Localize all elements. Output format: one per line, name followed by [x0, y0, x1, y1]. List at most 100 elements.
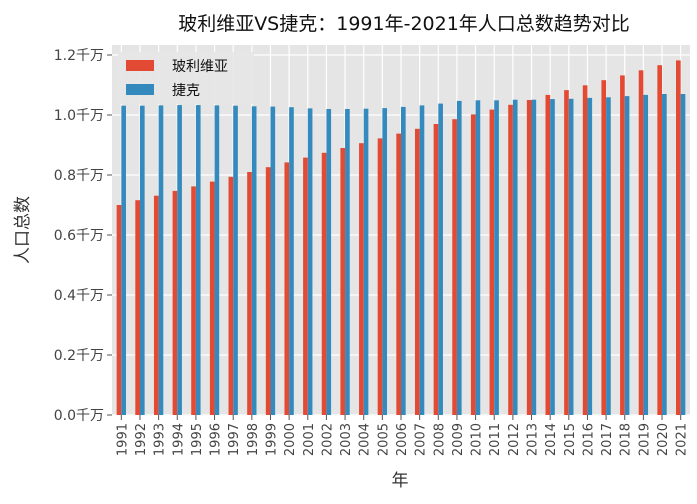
y-tick-label: 0.4千万: [54, 288, 104, 304]
bar-czech-2002: [326, 109, 332, 415]
x-tick-label: 1996: [209, 423, 224, 456]
bar-czech-1996: [214, 105, 220, 416]
bar-bolivia-2013: [526, 100, 532, 415]
bar-bolivia-2014: [545, 94, 551, 416]
bar-bolivia-1994: [172, 190, 178, 415]
bar-czech-1994: [177, 105, 182, 415]
bar-bolivia-2011: [489, 109, 495, 415]
bar-czech-2012: [512, 99, 518, 415]
x-tick-label: 2006: [395, 423, 410, 456]
x-tick-label: 2010: [470, 423, 485, 456]
y-tick-label: 0.2千万: [54, 348, 104, 364]
bar-bolivia-1998: [247, 172, 252, 415]
bar-bolivia-2012: [508, 104, 513, 416]
x-tick-label: 2012: [507, 423, 522, 456]
bar-czech-2009: [456, 100, 462, 416]
bar-bolivia-2010: [470, 114, 476, 416]
bar-bolivia-2003: [340, 148, 346, 415]
x-tick-label: 2020: [656, 423, 671, 456]
bar-bolivia-2018: [620, 75, 625, 416]
bar-bolivia-2019: [638, 70, 644, 416]
x-tick-label: 2007: [414, 423, 429, 456]
bar-bolivia-2004: [359, 143, 364, 415]
bar-bolivia-2007: [414, 128, 420, 416]
bar-bolivia-2015: [564, 90, 569, 415]
bar-czech-2007: [419, 105, 425, 416]
bar-bolivia-2006: [396, 133, 401, 415]
x-tick-label: 2021: [675, 423, 690, 456]
bar-bolivia-1999: [265, 167, 271, 415]
legend-swatch-czech: [126, 84, 154, 95]
chart-title: 玻利维亚VS捷克：1991年-2021年人口总数趋势对比: [178, 13, 630, 35]
bar-bolivia-1991: [116, 205, 122, 415]
bar-bolivia-2020: [657, 65, 663, 415]
x-tick-label: 2016: [581, 423, 596, 456]
y-tick-label: 0.6千万: [54, 228, 104, 244]
x-tick-label: 1991: [115, 423, 130, 456]
bar-bolivia-2000: [284, 162, 290, 415]
bar-czech-2006: [401, 106, 406, 416]
bar-czech-1999: [270, 106, 276, 415]
legend-label-bolivia: 玻利维亚: [172, 59, 228, 75]
bar-bolivia-1992: [135, 200, 140, 415]
x-axis-label: 年: [392, 471, 409, 491]
x-tick-label: 2017: [600, 423, 615, 456]
bar-czech-1991: [121, 105, 126, 415]
y-tick-label: 1.0千万: [54, 108, 104, 124]
x-tick-label: 2013: [526, 423, 541, 456]
bar-czech-1995: [195, 105, 201, 415]
bar-bolivia-2016: [582, 85, 588, 416]
legend-label-czech: 捷克: [172, 83, 200, 99]
y-tick-label: 1.2千万: [54, 48, 104, 64]
x-tick-label: 2002: [320, 423, 335, 456]
x-tick-label: 2005: [376, 423, 391, 456]
bar-czech-1992: [139, 105, 145, 415]
y-axis-label: 人口总数: [13, 196, 33, 264]
x-tick-label: 2008: [432, 423, 447, 456]
x-tick-label: 2009: [451, 423, 466, 456]
bar-bolivia-2002: [321, 152, 327, 416]
bar-czech-2003: [345, 109, 350, 415]
x-tick-label: 2004: [358, 423, 373, 456]
x-tick-label: 2019: [637, 423, 652, 456]
x-tick-label: 2015: [563, 423, 578, 456]
x-tick-label: 1997: [227, 423, 242, 456]
bar-bolivia-2008: [433, 124, 439, 415]
x-tick-label: 2018: [619, 423, 634, 456]
bar-czech-2004: [363, 108, 369, 415]
bar-czech-2010: [475, 100, 481, 416]
bar-czech-2008: [438, 103, 443, 415]
bar-czech-2014: [550, 99, 555, 415]
x-tick-label: 2014: [544, 423, 559, 456]
bar-czech-2015: [568, 98, 574, 416]
x-tick-label: 1993: [153, 423, 168, 456]
x-tick-label: 1995: [190, 423, 205, 456]
bar-czech-2018: [624, 96, 630, 415]
bar-czech-2011: [494, 100, 499, 416]
bar-bolivia-2005: [377, 138, 383, 415]
bar-czech-2013: [531, 99, 537, 415]
bar-czech-1998: [251, 106, 257, 416]
bar-bolivia-2009: [452, 119, 457, 415]
x-tick-label: 2001: [302, 423, 317, 456]
bar-czech-2001: [307, 108, 313, 416]
x-tick-label: 2003: [339, 423, 354, 456]
bar-czech-2017: [606, 97, 611, 416]
bar-bolivia-1996: [209, 181, 215, 415]
bar-bolivia-2021: [676, 60, 681, 416]
y-tick-label: 0.8千万: [54, 168, 104, 184]
bar-czech-2000: [289, 107, 294, 415]
bar-bolivia-1993: [153, 195, 159, 415]
legend: 玻利维亚 捷克: [118, 52, 254, 104]
legend-swatch-bolivia: [126, 60, 154, 71]
bar-czech-1997: [233, 105, 238, 415]
bar-czech-2016: [587, 97, 593, 416]
bar-bolivia-2017: [601, 80, 607, 415]
x-tick-label: 1998: [246, 423, 261, 456]
bar-czech-2019: [643, 94, 649, 416]
x-tick-label: 1999: [264, 423, 279, 456]
x-tick-label: 2000: [283, 423, 298, 456]
x-tick-label: 2011: [488, 423, 503, 456]
bar-czech-2005: [382, 108, 388, 415]
